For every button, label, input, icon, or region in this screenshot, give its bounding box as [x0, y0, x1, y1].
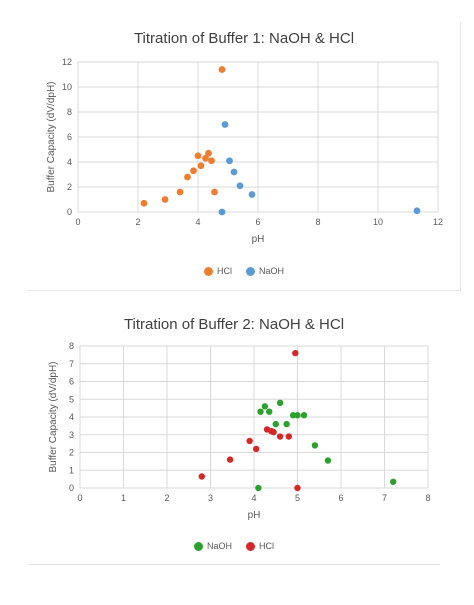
y-tick-label: 4 [67, 157, 72, 167]
legend-label: HCl [216, 266, 232, 276]
data-point-naoh [255, 484, 262, 492]
data-point-naoh [248, 191, 256, 198]
data-point-hcl [276, 433, 284, 440]
data-point-naoh [266, 408, 273, 415]
data-point-naoh [272, 420, 279, 428]
data-point-naoh [283, 420, 290, 428]
y-tick-label: 7 [69, 359, 74, 369]
x-tick-label: 4 [195, 217, 200, 227]
data-point-hcl [285, 433, 292, 440]
x-tick-label: 5 [295, 493, 300, 503]
data-point-hcl [197, 162, 205, 170]
legend-item-hcl: HCl [203, 266, 232, 276]
legend-item-naoh: NaOH [245, 266, 284, 276]
y-tick-label: 1 [69, 465, 74, 475]
scatter-chart-buffer-2: 0 1 2 3 4 5 6 7 8 0 1 2 3 4 5 6 7 8 pH Buffer Capacity (dV/… [48, 341, 431, 521]
data-point-hcl [198, 473, 205, 480]
x-tick-label: 1 [121, 493, 126, 503]
x-tick-label: 2 [164, 493, 169, 503]
x-axis-title: pH [248, 510, 261, 521]
data-point-hcl [184, 173, 191, 181]
scatter-chart-buffer-1: 0 2 4 6 8 10 12 0 2 4 6 8 10 12 pH Buffer Capacity (dV/… [46, 57, 443, 245]
y-tick-label: 10 [62, 82, 72, 92]
y-tick-label: 0 [67, 207, 72, 217]
data-point-naoh [261, 403, 269, 410]
y-tick-label: 0 [69, 483, 74, 493]
data-point-hcl [252, 445, 260, 453]
x-tick-label: 3 [208, 493, 213, 503]
x-tick-label: 0 [77, 493, 82, 503]
legend-marker-naoh [193, 541, 203, 551]
x-tick-label: 10 [373, 217, 383, 227]
chart-panel-buffer-1: Titration of Buffer 1: NaOH & HCl 0 2 4 6 8 1… [28, 22, 461, 291]
data-point-naoh [230, 168, 238, 176]
data-point-hcl [205, 149, 212, 157]
x-axis-title: pH [252, 234, 265, 245]
x-tick-label: 8 [315, 217, 320, 227]
y-tick-label: 5 [69, 394, 74, 404]
y-axis-title: Buffer Capacity (dV/dpH) [46, 82, 57, 193]
chart-title: Titration of Buffer 2: NaOH & HCl [123, 316, 345, 333]
data-point-naoh [218, 208, 226, 216]
y-tick-label: 6 [67, 132, 72, 142]
legend-marker-hcl [203, 266, 213, 276]
data-point-naoh [276, 399, 284, 406]
y-tick-label: 8 [69, 341, 74, 351]
x-tick-label: 8 [425, 493, 430, 503]
x-tick-label: 2 [135, 217, 140, 227]
data-point-naoh [236, 182, 244, 190]
data-point-hcl [194, 152, 202, 160]
data-point-hcl [292, 349, 299, 357]
y-tick-label: 2 [69, 448, 74, 458]
legend-label: NaOH [206, 541, 232, 551]
legend-marker-naoh [245, 266, 255, 276]
data-point-hcl [294, 484, 301, 492]
data-point-naoh [390, 478, 397, 485]
data-point-naoh [324, 457, 332, 464]
data-point-naoh [294, 412, 301, 419]
legend-label: HCl [259, 541, 274, 551]
y-tick-label: 12 [62, 57, 72, 67]
data-point-hcl [208, 157, 215, 165]
data-point-naoh [311, 442, 319, 449]
data-point-hcl [246, 437, 253, 445]
chart-panel-buffer-2: Titration of Buffer 2: NaOH & HCl 0 1 2 3 4 5… [28, 306, 440, 565]
data-point-naoh [413, 207, 421, 215]
x-tick-label: 12 [433, 217, 443, 227]
chart-legend: NaOH HCl [28, 541, 440, 551]
data-point-hcl [202, 154, 209, 162]
data-point-hcl [190, 167, 197, 175]
x-tick-label: 6 [338, 493, 343, 503]
data-point-hcl [211, 188, 218, 196]
legend-label: NaOH [258, 266, 284, 276]
data-point-hcl [226, 456, 234, 463]
data-point-hcl [176, 188, 184, 196]
x-tick-label: 6 [255, 217, 260, 227]
data-point-naoh [221, 121, 229, 128]
x-tick-label: 7 [382, 493, 387, 503]
y-tick-label: 2 [67, 182, 72, 192]
y-tick-label: 3 [69, 430, 74, 440]
y-tick-label: 8 [67, 107, 72, 117]
y-axis-title: Buffer Capacity (dV/dpH) [48, 362, 59, 473]
data-point-naoh [257, 408, 264, 415]
y-tick-label: 4 [69, 412, 74, 422]
chart-title: Titration of Buffer 1: NaOH & HCl [133, 30, 355, 47]
legend-marker-hcl [246, 541, 255, 551]
legend-item-hcl: HCl [246, 541, 274, 551]
data-point-naoh [300, 412, 308, 419]
data-point-hcl [270, 428, 277, 436]
y-tick-label: 6 [69, 377, 74, 387]
legend-item-naoh: NaOH [193, 541, 232, 551]
data-point-hcl [218, 66, 226, 73]
data-point-hcl [161, 196, 169, 203]
x-tick-label: 0 [75, 217, 80, 227]
chart-legend: HCl NaOH [28, 266, 460, 276]
x-tick-label: 4 [251, 493, 256, 503]
data-point-naoh [226, 157, 233, 165]
data-point-hcl [140, 199, 148, 207]
